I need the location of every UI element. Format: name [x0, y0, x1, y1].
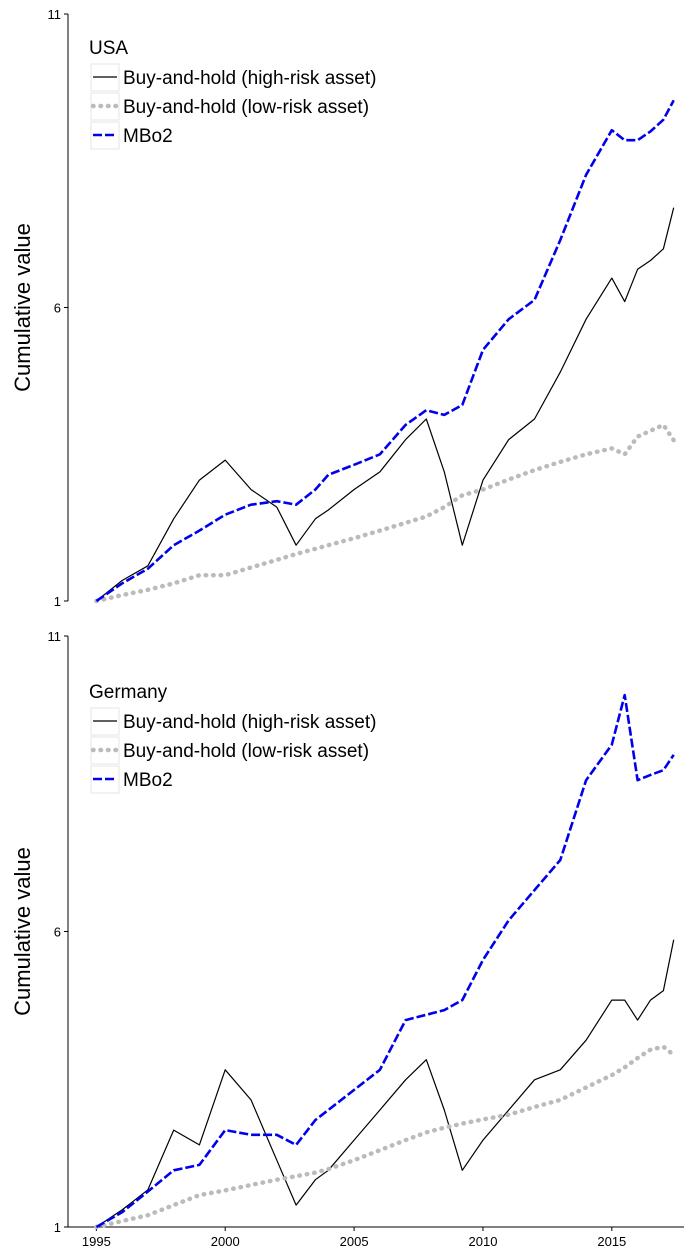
line-series [96, 207, 675, 602]
y-tick-label: 11 [48, 629, 62, 644]
line-series [95, 99, 675, 603]
y-tick-label: 11 [48, 7, 62, 22]
legend-label: Buy-and-hold (low-risk asset) [123, 741, 369, 762]
line-series [94, 422, 676, 604]
legend-title: Germany [89, 682, 168, 703]
x-tick-label: 2000 [211, 1234, 240, 1249]
line-series [96, 939, 675, 1228]
y-tick-label: 6 [54, 925, 61, 940]
x-tick-label: 2015 [597, 1234, 626, 1249]
legend-label: Buy-and-hold (low-risk asset) [123, 97, 369, 118]
legend-label: MBo2 [123, 770, 173, 791]
y-axis-label: Cumulative value [10, 847, 35, 1016]
legend-label: Buy-and-hold (high-risk asset) [123, 68, 376, 89]
y-axis-label: Cumulative value [10, 223, 35, 392]
x-tick-label: 2005 [340, 1234, 369, 1249]
y-tick-label: 1 [54, 1220, 61, 1235]
legend-title: USA [89, 38, 128, 59]
x-tick-label: 2010 [469, 1234, 498, 1249]
y-tick-label: 1 [54, 594, 61, 609]
line-series [95, 693, 675, 1229]
x-tick-label: 1995 [82, 1234, 111, 1249]
legend-label: Buy-and-hold (high-risk asset) [123, 712, 376, 733]
y-tick-label: 6 [54, 301, 61, 316]
legend-label: MBo2 [123, 126, 173, 147]
line-series [94, 1044, 676, 1230]
